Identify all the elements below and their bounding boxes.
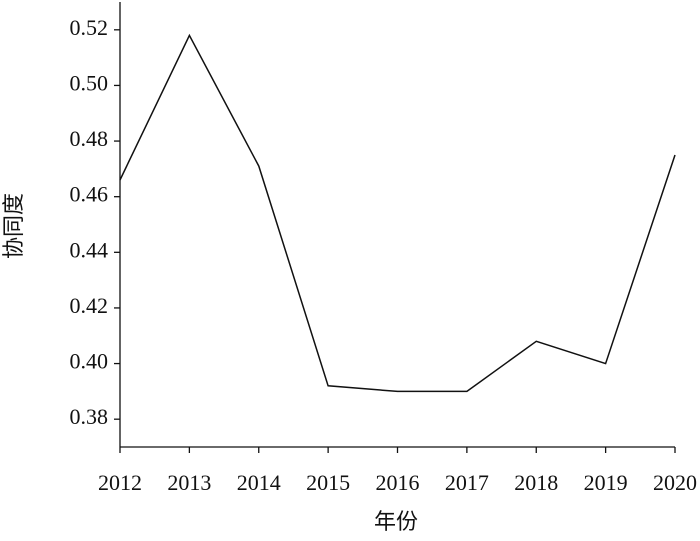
y-tick-label: 0.48	[70, 126, 109, 151]
y-tick-label: 0.42	[70, 293, 109, 318]
data-line	[119, 33, 676, 393]
y-tick-label: 0.50	[70, 70, 109, 95]
y-tick-label: 0.38	[70, 404, 109, 429]
x-tick-label: 2017	[445, 470, 489, 495]
x-tick-label: 2012	[98, 470, 142, 495]
y-tick-label: 0.46	[70, 182, 109, 207]
x-tick-label: 2019	[584, 470, 628, 495]
x-tick-label: 2018	[514, 470, 558, 495]
x-tick-label: 2014	[237, 470, 281, 495]
y-tick-label: 0.44	[70, 237, 109, 262]
x-tick-label: 2013	[167, 470, 211, 495]
y-axis-label: 协同度	[1, 193, 26, 259]
x-tick-label: 2016	[376, 470, 420, 495]
y-tick-label: 0.52	[70, 15, 109, 40]
x-tick-label: 2015	[306, 470, 350, 495]
x-axis-label: 年份	[374, 509, 418, 534]
x-tick-label: 2020	[653, 470, 697, 495]
y-tick-label: 0.40	[70, 349, 109, 374]
